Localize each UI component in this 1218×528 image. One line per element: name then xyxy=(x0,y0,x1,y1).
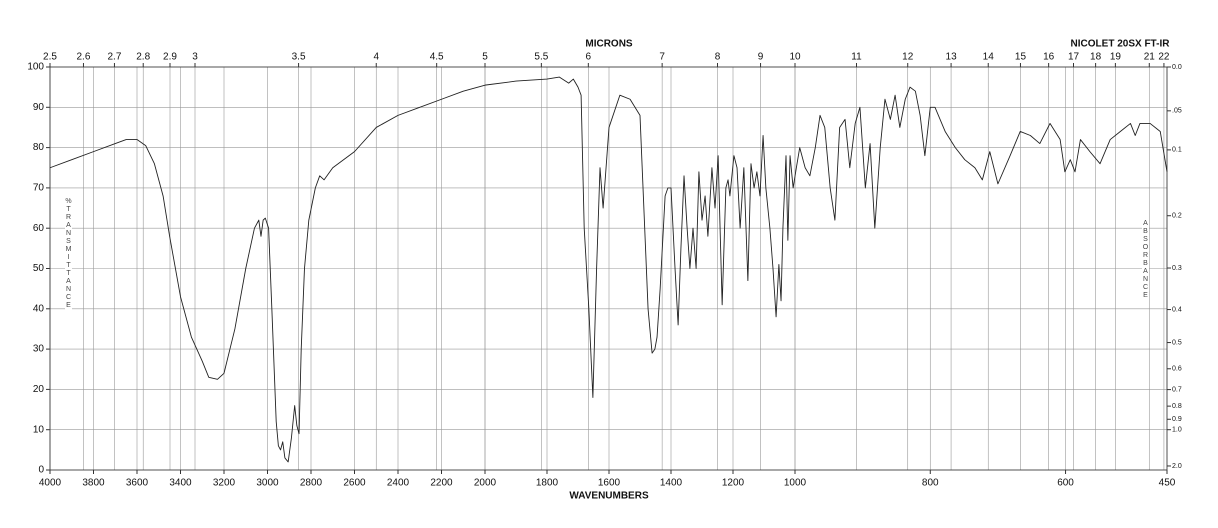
x2-tick-label: 9 xyxy=(758,52,764,63)
x-tick-label: 2000 xyxy=(474,478,497,489)
x-tick-label: 600 xyxy=(1057,478,1074,489)
x2-tick-label: 5.5 xyxy=(534,52,548,63)
x-tick-label: 3600 xyxy=(126,478,149,489)
y2-tick-label: 2.0 xyxy=(1172,463,1182,470)
x2-tick-label: 2.7 xyxy=(107,52,121,63)
y2-tick-label: 0.9 xyxy=(1172,416,1182,423)
x-tick-label: 3000 xyxy=(256,478,279,489)
x2-tick-label: 16 xyxy=(1043,52,1055,63)
x2-tick-label: 2.9 xyxy=(163,52,177,63)
x2-tick-label: 22 xyxy=(1158,52,1170,63)
x-tick-label: 2200 xyxy=(430,478,453,489)
y2-tick-label: 0.4 xyxy=(1172,306,1182,313)
x-tick-label: 2600 xyxy=(343,478,366,489)
x2-tick-label: 17 xyxy=(1068,52,1080,63)
y2-tick-label: 0.7 xyxy=(1172,386,1182,393)
x2-tick-label: 13 xyxy=(946,52,958,63)
x2-tick-label: 2.8 xyxy=(136,52,150,63)
chart-title: NICOLET 20SX FT-IR xyxy=(1071,39,1171,50)
x2-tick-label: 19 xyxy=(1110,52,1122,63)
x-tick-label: 1200 xyxy=(722,478,745,489)
y-tick-label: 40 xyxy=(33,303,45,314)
x2-tick-label: 2.6 xyxy=(77,52,91,63)
y-tick-label: 50 xyxy=(33,263,45,274)
y2-tick-label: 0.0 xyxy=(1172,64,1182,71)
y-tick-label: 100 xyxy=(27,62,44,73)
y-tick-label: 0 xyxy=(38,465,44,476)
x-tick-label: 3200 xyxy=(213,478,236,489)
y-tick-label: 80 xyxy=(33,142,45,153)
x-tick-label: 3800 xyxy=(82,478,105,489)
x2-tick-label: 4.5 xyxy=(430,52,444,63)
x-axis-label: WAVENUMBERS xyxy=(569,491,649,502)
x2-tick-label: 14 xyxy=(983,52,995,63)
x2-tick-label: 6 xyxy=(586,52,592,63)
x-tick-label: 4000 xyxy=(39,478,62,489)
y2-tick-label: 1.0 xyxy=(1172,427,1182,434)
x-tick-label: 450 xyxy=(1159,478,1176,489)
x2-tick-label: 3.5 xyxy=(292,52,306,63)
spectrum-line xyxy=(49,76,1168,463)
y2-tick-label: .05 xyxy=(1172,108,1182,115)
x2-tick-label: 4 xyxy=(373,52,379,63)
y-axis-label: %TRANSMITTANCE xyxy=(65,198,72,310)
y2-tick-label: 0.5 xyxy=(1172,339,1182,346)
x2-tick-label: 3 xyxy=(192,52,198,63)
x2-tick-label: 18 xyxy=(1090,52,1102,63)
x-tick-label: 2400 xyxy=(387,478,410,489)
y2-tick-label: 0.2 xyxy=(1172,213,1182,220)
plot-frame xyxy=(49,66,1168,471)
y-tick-label: 90 xyxy=(33,102,45,113)
x-tick-label: 1400 xyxy=(660,478,683,489)
x-tick-label: 1800 xyxy=(536,478,559,489)
y-tick-label: 70 xyxy=(33,183,45,194)
y-tick-label: 20 xyxy=(33,384,45,395)
y-tick-label: 10 xyxy=(33,424,45,435)
y2-axis-label: ABSORBANCE xyxy=(1142,220,1149,300)
y2-tick-label: 0.6 xyxy=(1172,366,1182,373)
x2-tick-label: 15 xyxy=(1015,52,1027,63)
x2-tick-label: 11 xyxy=(851,52,862,63)
x2-tick-label: 10 xyxy=(789,52,801,63)
x2-tick-label: 21 xyxy=(1144,52,1156,63)
x-tick-label: 2800 xyxy=(300,478,323,489)
y-tick-label: 60 xyxy=(33,223,45,234)
x-tick-label: 1600 xyxy=(598,478,621,489)
y2-tick-label: 0.8 xyxy=(1172,403,1182,410)
x-tick-label: 1000 xyxy=(784,478,807,489)
x-tick-label: 800 xyxy=(922,478,939,489)
y-tick-label: 30 xyxy=(33,344,45,355)
y2-tick-label: 0.1 xyxy=(1172,147,1182,154)
x2-tick-label: 2.5 xyxy=(43,52,57,63)
x2-tick-label: 5 xyxy=(482,52,488,63)
x2-axis-label: MICRONS xyxy=(585,39,633,50)
y2-tick-label: 0.3 xyxy=(1172,265,1182,272)
x2-tick-label: 12 xyxy=(902,52,914,63)
x2-tick-label: 7 xyxy=(659,52,665,63)
x2-tick-label: 8 xyxy=(715,52,721,63)
x-tick-label: 3400 xyxy=(169,478,192,489)
